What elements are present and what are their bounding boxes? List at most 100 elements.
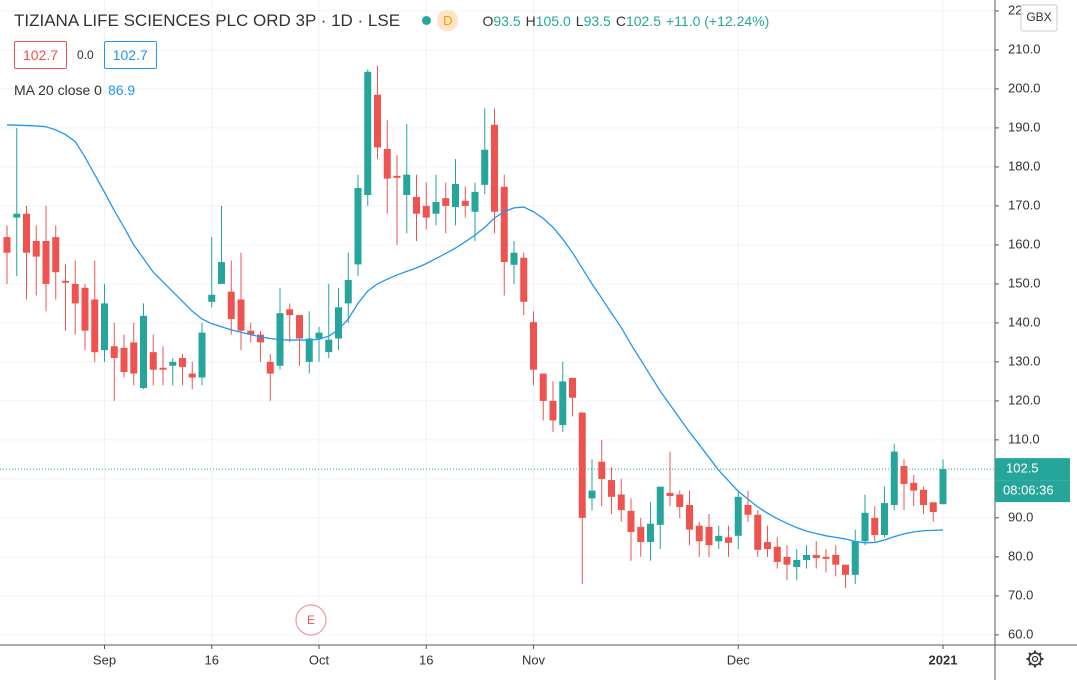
candle-body [705,526,713,546]
market-status-dot [422,16,432,25]
candle-body [149,352,157,370]
candle-body [403,174,411,195]
gear-hole [1031,655,1039,663]
indicator-legend: MA 20 close 0 86.9 [14,82,135,98]
x-tick-label: 2021 [929,652,958,667]
candle-body [530,322,537,370]
candle-body [413,196,420,214]
candle-body [754,514,762,550]
settings-button[interactable] [1026,650,1044,668]
candle-body [871,517,879,536]
candle-body [832,554,840,565]
candle-body [101,303,108,351]
candle-body [647,523,654,543]
candle-body [452,184,459,208]
candle-body [520,257,528,302]
candle-body [344,279,352,304]
candle-body [179,357,186,367]
moving-average-line [6,124,944,544]
candle-body [851,541,859,575]
candle-body [734,496,742,536]
candle-body [725,537,732,543]
indicator-value: 86.9 [107,82,136,98]
candle-body [793,559,801,568]
x-tick-label: Dec [727,652,751,667]
candle-body [296,315,303,339]
candle-body [169,361,177,366]
y-tick-label: 160.0 [1008,236,1041,251]
candle-body [110,346,118,358]
symbol-header: TIZIANA LIFE SCIENCES PLC ORD 3P · 1D · … [14,10,774,31]
candle-body [364,71,372,195]
candle-body [559,381,567,426]
earnings-event-label: E [307,613,315,627]
candle-body [393,175,401,178]
candle-body [861,512,869,542]
x-tick-label: 16 [419,652,433,667]
x-tick-label: Nov [522,652,546,667]
candle-body [617,494,625,511]
candle-body [676,494,684,507]
candle-body [890,451,898,506]
candle-body [315,332,323,339]
candle-body [920,489,927,506]
candle-body [491,124,498,212]
candle-body [842,564,849,575]
candle-body [549,400,557,421]
candle-body [71,283,79,304]
sell-price[interactable]: 102.7 [14,41,68,69]
ohlc-value: 105.0 [535,12,571,29]
gear-tooth [1028,652,1032,656]
y-tick-label: 170.0 [1008,197,1041,212]
candle-body [715,535,723,542]
candle-body [481,149,489,185]
candle-body [247,330,255,335]
candle-body [257,334,264,343]
candle-body [461,200,469,206]
ohlc-key: C [615,12,626,29]
candle-body [188,373,196,378]
indicator-name[interactable]: MA 20 close 0 [14,82,102,98]
ohlc-key: H [525,12,536,29]
candle-body [62,280,69,283]
candle-body [881,503,888,536]
change: +11.0 (+12.24%) [666,12,770,29]
candle-body [695,525,703,542]
candle-body [588,490,596,499]
candle-body [744,505,752,515]
candle-body [227,291,235,319]
y-tick-label: 120.0 [1008,392,1041,407]
candle-body [23,213,30,253]
candle-body [42,240,50,284]
last-price-box [995,458,1070,481]
y-tick-label: 60.0 [1008,626,1033,641]
candle-body [81,287,89,331]
ohlc-value: 102.5 [625,12,661,29]
candle-body [159,367,167,370]
candle-body [3,237,11,253]
candle-body [52,237,60,273]
earnings-event[interactable] [295,604,327,636]
y-tick-label: 90.0 [1008,509,1033,524]
candle-body [442,198,450,206]
candle-body [637,526,645,543]
candle-body [939,469,947,505]
candle-body [598,461,606,479]
candle-body [91,299,99,353]
y-tick-label: 150.0 [1008,275,1041,290]
candle-body [773,546,781,562]
candle-body [286,309,294,316]
buy-price[interactable]: 102.7 [103,41,157,69]
ohlc-value: 93.5 [583,12,611,29]
candle-body [305,338,313,362]
y-tick-label: 180.0 [1008,158,1041,173]
last-price-label: 102.5 [1006,461,1039,476]
candle-body [783,556,791,565]
candle-body [500,186,508,263]
candle-body [656,486,664,525]
symbol-title[interactable]: TIZIANA LIFE SCIENCES PLC ORD 3P · 1D · … [14,10,401,30]
candle-body [266,361,274,374]
x-tick-label: 16 [205,652,219,667]
ohlc-key: L [575,12,584,29]
candle-body [120,347,128,373]
